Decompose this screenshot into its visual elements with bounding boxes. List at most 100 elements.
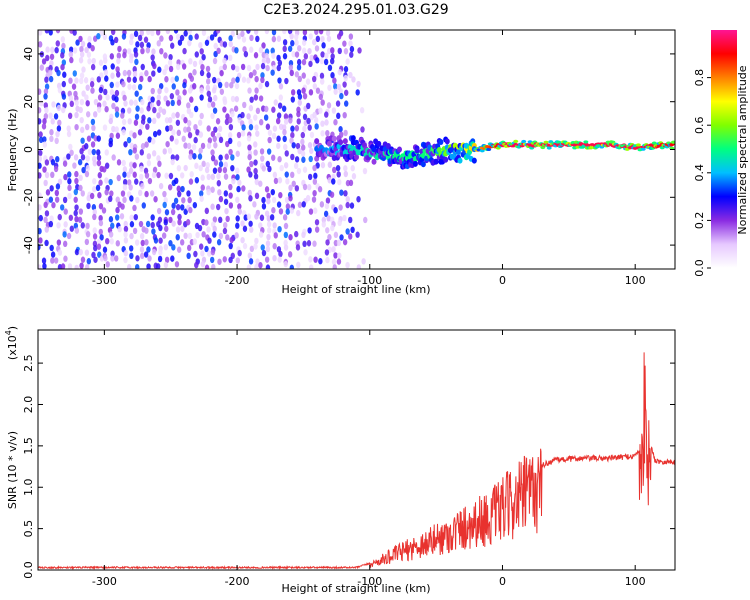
spectrogram-cell: [339, 189, 344, 196]
spectrogram-cell: [324, 119, 329, 126]
spectrogram-cell: [230, 63, 236, 71]
spectrogram-cell: [38, 237, 43, 244]
spectrogram-ridge-cell: [433, 158, 439, 165]
spectrogram-cell: [296, 106, 301, 113]
spectrogram-cell: [123, 100, 128, 107]
spectrogram-cell: [137, 129, 143, 136]
spectrogram-cell: [87, 58, 92, 65]
spectrogram-cell: [282, 45, 287, 53]
spectrogram-cell: [115, 81, 120, 88]
spectrogram-cell: [281, 105, 287, 112]
spectrogram-cell: [351, 76, 356, 83]
spectrogram-cell: [116, 71, 121, 78]
spectrogram-cell: [308, 256, 313, 263]
spectrogram-cell: [174, 138, 179, 145]
spectrogram-cell: [90, 118, 96, 126]
spectrogram-cell: [294, 125, 300, 132]
spectrogram-cell: [54, 189, 60, 197]
spectrogram-ridge-cell: [326, 140, 332, 147]
spectrogram-cell: [296, 118, 301, 125]
spectrogram-cell: [175, 89, 180, 96]
spectrogram-cell: [248, 123, 254, 131]
spectrogram-cell: [300, 138, 305, 146]
spectrogram-cell: [301, 231, 306, 239]
spectrogram-cell: [110, 30, 116, 36]
x-tick-label: -100: [357, 274, 382, 287]
spectrogram-cell: [133, 99, 138, 106]
spectrogram-cell: [345, 201, 350, 209]
spectrogram-cell: [319, 57, 325, 65]
spectrogram-cell: [324, 249, 330, 256]
spectrogram-cell: [146, 153, 152, 160]
snr-plot-area: [38, 330, 675, 570]
spectrogram-cell: [134, 178, 139, 185]
spectrogram-noise-cells: [38, 30, 368, 269]
spectrogram-cell: [276, 201, 282, 208]
spectrogram-cell: [342, 111, 347, 119]
spectrogram-cell: [102, 246, 108, 253]
spectrogram-cell: [302, 125, 307, 133]
spectrogram-cell: [228, 148, 233, 156]
spectrogram-cell: [302, 166, 308, 173]
spectrogram-cell: [175, 119, 181, 126]
spectrogram-cell: [291, 142, 296, 149]
spectrogram-cell: [87, 42, 92, 49]
spectrogram-cell: [153, 196, 158, 203]
spectrogram-cell: [127, 83, 132, 90]
spectrogram-cell: [339, 234, 344, 241]
spectrogram-cell: [80, 154, 86, 161]
spectrogram-cell: [164, 64, 169, 71]
spectrogram-cell: [327, 177, 332, 184]
spectrogram-cell: [194, 162, 199, 170]
spectrogram-cell: [132, 204, 137, 212]
spectrogram-cell: [134, 239, 140, 246]
spectrogram-cell: [174, 177, 179, 185]
spectrogram-cell: [348, 216, 353, 224]
spectrogram-cell: [68, 51, 74, 58]
spectrogram-cell: [342, 238, 348, 246]
spectrogram-cell: [103, 69, 109, 76]
spectrogram-cell: [150, 30, 155, 37]
spectrogram-cell: [74, 123, 79, 131]
spectrogram-cell: [205, 162, 210, 169]
spectrogram-cell: [55, 40, 60, 47]
spectrogram-ridge-cell: [651, 141, 657, 145]
spectrogram-cell: [228, 137, 233, 145]
spectrogram-cell: [114, 106, 120, 113]
spectrogram-ridge-cell: [338, 139, 344, 146]
spectrogram-cell: [359, 107, 365, 114]
spectrogram-cell: [228, 40, 233, 48]
spectrogram-cell: [128, 57, 134, 64]
spectrogram-cell: [294, 71, 300, 78]
svg-text:(x104): (x104): [4, 326, 19, 360]
spectrogram-cell: [56, 239, 62, 246]
spectrogram-cell: [282, 53, 288, 60]
spectrogram-cell: [296, 110, 301, 118]
spectrogram-cell: [228, 35, 233, 42]
spectrogram-cell: [122, 178, 128, 186]
spectrogram-cell: [200, 250, 205, 257]
spectrogram-cell: [128, 245, 134, 252]
spectrogram-cell: [109, 238, 114, 245]
spectrogram-cell: [63, 255, 68, 262]
spectrogram-cell: [83, 77, 89, 84]
spectrogram-cell: [122, 69, 128, 77]
spectrogram-ridge-cell: [412, 160, 418, 167]
spectrogram-cell: [170, 99, 175, 107]
spectrogram-cell: [210, 186, 215, 193]
spectrogram-cell: [338, 126, 343, 133]
spectrogram-cell: [126, 69, 132, 77]
spectrogram-cell: [285, 208, 290, 215]
spectrogram-cell: [331, 178, 336, 185]
spectrogram-cell: [241, 124, 246, 131]
spectrogram-cell: [306, 117, 311, 125]
spectrogram-cell: [248, 72, 254, 79]
spectrogram-cell: [66, 125, 71, 132]
spectrogram-cell: [140, 143, 146, 150]
spectrogram-cell: [84, 264, 90, 269]
spectrogram-cell: [183, 30, 188, 37]
spectrogram-cell: [145, 220, 151, 228]
spectrogram-cell: [200, 260, 205, 268]
spectrogram-cell: [170, 154, 176, 161]
spectrogram-cell: [248, 104, 254, 112]
